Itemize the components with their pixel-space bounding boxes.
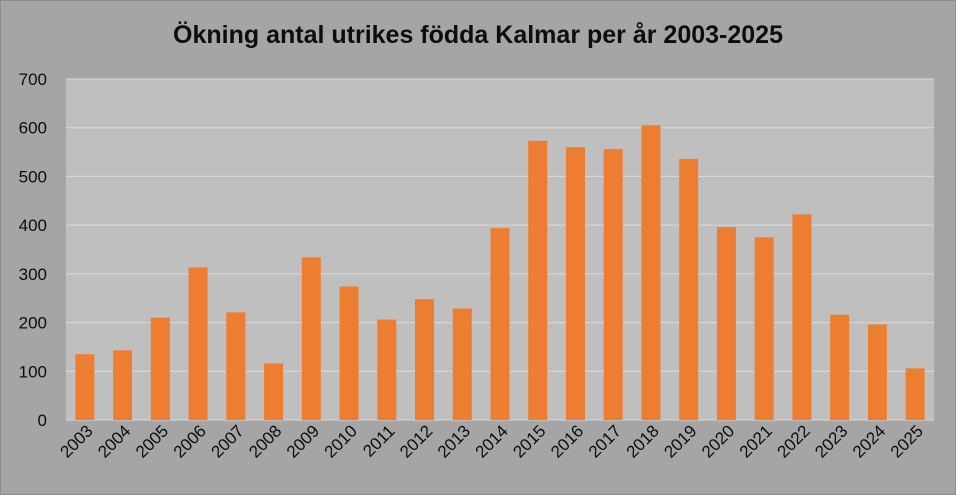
bar-2025	[905, 368, 925, 420]
y-axis-ticks: 0 100 200 300 400 500 600 700	[19, 70, 47, 430]
bar-2005	[150, 317, 170, 420]
x-tick-label: 2011	[359, 421, 398, 460]
x-axis-ticks: 2003200420052006200720082009201020112012…	[57, 421, 927, 461]
bar-2010	[339, 286, 359, 420]
bar-2012	[415, 299, 435, 420]
y-tick-label: 200	[19, 314, 47, 333]
x-tick-label: 2008	[245, 421, 285, 461]
y-tick-label: 400	[19, 216, 47, 235]
x-tick-label: 2019	[660, 421, 700, 461]
y-tick-label: 700	[19, 70, 47, 89]
x-tick-label: 2005	[132, 421, 172, 461]
x-tick-label: 2006	[170, 421, 210, 461]
bar-2016	[565, 147, 585, 420]
y-tick-label: 500	[19, 167, 47, 186]
y-tick-label: 100	[19, 362, 47, 381]
x-tick-label: 2024	[849, 421, 889, 461]
y-tick-label: 0	[38, 411, 47, 430]
bar-2007	[226, 312, 246, 420]
bar-2018	[641, 125, 661, 421]
chart-title: Ökning antal utrikes födda Kalmar per år…	[173, 21, 783, 49]
x-tick-label: 2022	[774, 421, 814, 461]
bar-2020	[716, 227, 736, 420]
bar-2024	[867, 324, 887, 420]
x-tick-label: 2004	[94, 421, 134, 461]
x-tick-label: 2007	[207, 421, 247, 461]
x-tick-label: 2023	[811, 421, 851, 461]
y-tick-label: 300	[19, 265, 47, 284]
bar-2006	[188, 267, 208, 420]
bar-2017	[603, 149, 623, 421]
y-tick-label: 600	[19, 119, 47, 138]
bars	[75, 125, 925, 421]
bar-2021	[754, 237, 774, 420]
bar-2008	[264, 363, 284, 420]
x-tick-label: 2015	[509, 421, 549, 461]
x-tick-label: 2025	[887, 421, 927, 461]
bar-2009	[301, 257, 321, 420]
x-tick-label: 2010	[321, 421, 361, 461]
x-tick-label: 2018	[623, 421, 663, 461]
x-tick-label: 2016	[547, 421, 587, 461]
bar-2023	[830, 314, 850, 420]
x-tick-label: 2017	[585, 421, 625, 461]
bar-2011	[377, 319, 397, 420]
x-tick-label: 2003	[57, 421, 97, 461]
bar-2015	[528, 140, 548, 421]
x-tick-label: 2013	[434, 421, 474, 461]
x-tick-label: 2021	[736, 421, 776, 461]
bar-2003	[75, 354, 95, 420]
bar-2004	[113, 350, 133, 420]
bar-2013	[452, 308, 472, 420]
x-tick-label: 2012	[396, 421, 436, 461]
x-tick-label: 2020	[698, 421, 738, 461]
bar-2019	[679, 158, 699, 421]
x-tick-label: 2009	[283, 421, 323, 461]
bar-2022	[792, 214, 812, 420]
bar-2014	[490, 228, 510, 420]
x-tick-label: 2014	[472, 421, 512, 461]
